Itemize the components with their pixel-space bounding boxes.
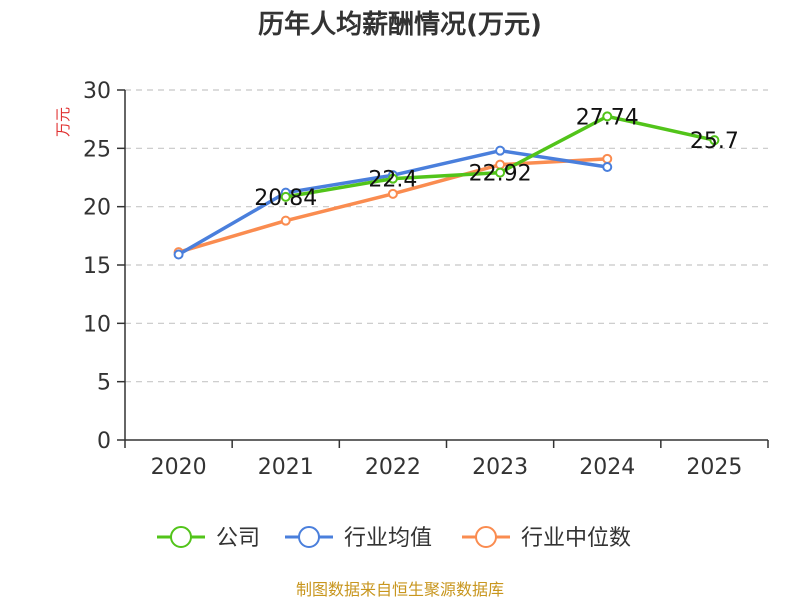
series-lines bbox=[173, 111, 720, 260]
legend[interactable]: 公司 行业均值 行业中位数 bbox=[157, 526, 631, 551]
legend-item[interactable]: 行业均值 bbox=[285, 526, 432, 551]
legend-marker bbox=[475, 526, 497, 548]
data-point[interactable] bbox=[280, 191, 291, 202]
grid-lines bbox=[125, 89, 768, 383]
data-source-note: 制图数据来自恒生聚源数据库 bbox=[296, 580, 504, 599]
x-tick-label: 2020 bbox=[151, 455, 207, 480]
data-label: 22.4 bbox=[368, 168, 417, 193]
legend-item[interactable]: 公司 bbox=[157, 526, 260, 551]
legend-label: 行业中位数 bbox=[521, 526, 631, 551]
data-label: 27.74 bbox=[576, 105, 639, 130]
legend-marker bbox=[298, 526, 320, 548]
data-labels: 20.84 22.4 22.92 27.74 25.7 bbox=[254, 105, 739, 211]
data-label: 22.92 bbox=[469, 162, 532, 187]
data-point[interactable] bbox=[602, 162, 613, 172]
y-tick-label: 0 bbox=[97, 429, 111, 454]
data-point[interactable] bbox=[173, 249, 184, 260]
series-line bbox=[177, 148, 608, 257]
data-label: 20.84 bbox=[254, 186, 317, 211]
data-point[interactable] bbox=[387, 173, 398, 184]
y-axis-unit-label: 万元 bbox=[54, 107, 72, 137]
y-tick-label: 20 bbox=[83, 196, 111, 221]
x-tick-label: 2022 bbox=[365, 455, 421, 480]
legend-marker bbox=[170, 526, 192, 548]
y-tick-label: 15 bbox=[83, 254, 111, 279]
data-label: 25.7 bbox=[690, 129, 739, 154]
y-tick-label: 25 bbox=[83, 137, 111, 162]
legend-item[interactable]: 行业中位数 bbox=[462, 526, 631, 551]
x-tick-label: 2025 bbox=[686, 455, 742, 480]
data-point[interactable] bbox=[709, 135, 720, 146]
x-tick-label: 2024 bbox=[579, 455, 635, 480]
x-tick-label: 2023 bbox=[472, 455, 528, 480]
data-point[interactable] bbox=[495, 145, 506, 156]
y-tick-label: 30 bbox=[83, 79, 111, 104]
chart-title: 历年人均薪酬情况(万元) bbox=[258, 9, 542, 40]
legend-label: 行业均值 bbox=[344, 526, 432, 551]
data-point[interactable] bbox=[602, 153, 613, 164]
data-point[interactable] bbox=[602, 111, 613, 122]
legend-label: 公司 bbox=[216, 526, 260, 551]
y-tick-label: 5 bbox=[97, 371, 111, 396]
data-point[interactable] bbox=[387, 188, 398, 199]
data-point[interactable] bbox=[495, 167, 506, 178]
x-tick-label: 2021 bbox=[258, 455, 314, 480]
y-tick-label: 10 bbox=[83, 312, 111, 337]
data-point[interactable] bbox=[280, 215, 291, 226]
